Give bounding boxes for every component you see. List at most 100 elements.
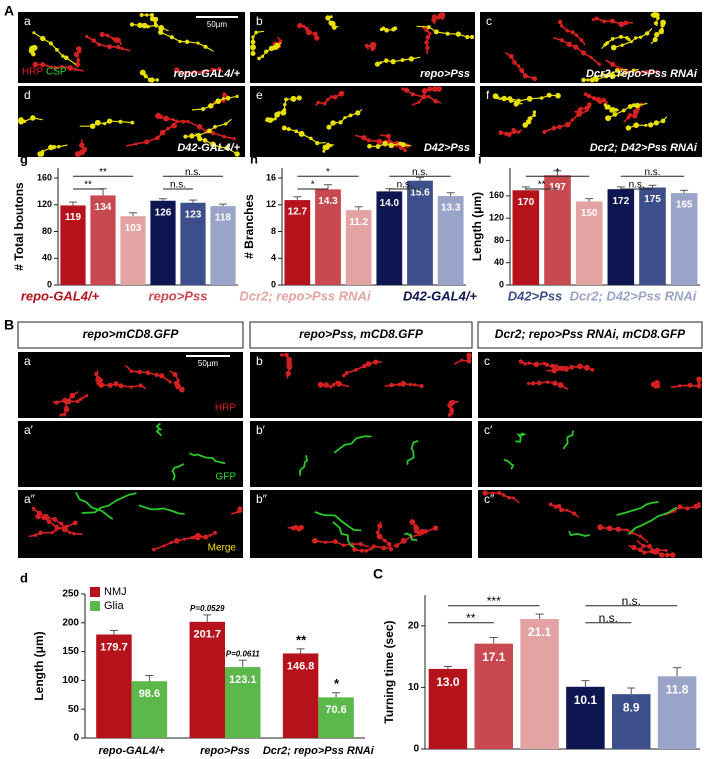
neurite [652,14,659,27]
value-label: 11.8 [666,682,689,696]
annotation: ** [296,632,307,647]
genotype-label: repo-GAL4/+ [174,68,241,80]
neurite [28,522,76,538]
stain-label: HRP [22,67,43,78]
column-header: repo>mCD8.GFP [83,327,180,341]
x-tick-label: Dcr2; repo>Pss RNAi [263,745,375,757]
scale-label: 50µm [207,20,228,29]
neurite [171,463,184,481]
neurite [184,119,232,138]
image-letter: a [24,354,31,368]
neurite [587,68,639,81]
y-tick-label: 50 [68,704,80,715]
bar [282,653,319,738]
bar [318,697,354,738]
bar [96,634,132,738]
image-letter: c″ [484,492,495,506]
y-axis-label: Length (μm) [470,192,484,261]
y-axis-label: Length (μm) [32,631,46,700]
micrograph [18,352,243,418]
y-tick-label: 0 [499,279,504,289]
value-label: 103 [125,223,142,234]
header-box [477,321,703,349]
bar [607,189,635,285]
bar [657,676,697,749]
value-label: 14.0 [380,198,400,209]
neurite [155,423,163,436]
value-label: 8.9 [623,700,640,714]
value-label: 10.1 [574,693,598,707]
legend-label: D42>Pss [508,288,563,303]
y-tick-label: 160 [37,172,52,182]
image-letter: d [24,88,31,102]
neurite [191,95,238,111]
neurite [628,506,677,535]
y-tick-label: 4 [271,253,276,263]
panel-label: d [20,570,28,585]
value-label: 13.3 [441,203,461,214]
neurite [160,31,214,52]
neurite [30,46,36,56]
x-tick-label: repo>Pss [200,745,250,757]
neurite [328,109,363,128]
neurite [605,59,658,74]
micrograph [250,86,475,157]
neurite [189,452,226,465]
scale-label: 50µm [198,359,219,368]
neurite [343,361,383,377]
x-tick-label: repo-GAL4/+ [99,745,166,757]
y-tick-label: 0 [413,744,419,755]
stain-label: CSP [46,67,67,78]
neurite [433,14,445,25]
micrograph [478,490,702,558]
genotype-label: Dcr2; D42>Pss RNAi [590,142,698,154]
significance-label: * [311,180,315,191]
bar [150,200,176,285]
micrograph [478,352,702,418]
neurite [498,94,559,102]
neurite [524,111,535,128]
neurite [520,360,558,370]
neurite [314,540,370,548]
value-label: 146.8 [287,660,315,672]
neurite [568,530,590,537]
image-letter: e [256,88,263,102]
value-label: 118 [215,213,232,224]
neurite [499,128,522,136]
panel-label: A [4,3,14,19]
value-label: 175 [644,194,661,205]
neurite [353,545,391,552]
neurite [282,97,300,115]
neurite [34,63,84,72]
significance-label: * [326,167,330,178]
neurite [126,124,175,147]
neurite [138,504,185,515]
y-tick-label: 160 [489,190,504,200]
bar [512,190,540,285]
micrograph [250,12,475,83]
significance-label: n.s. [412,167,428,178]
neurite [37,515,83,535]
image-letter: a′ [24,423,34,437]
neurite [231,508,241,515]
significance-label: n.s. [599,611,618,625]
neurite [323,143,335,152]
bar [210,206,236,285]
bar [284,200,311,285]
y-tick-label: 12 [266,199,276,209]
neurite [175,68,224,75]
neurite [332,521,355,548]
significance-label: ** [99,167,107,178]
value-label: 172 [612,196,629,207]
significance-label: n.s. [397,180,413,191]
neurite [169,370,183,391]
neurite [416,25,473,38]
genotype-label: D42>Pss [424,142,470,154]
image-letter: b [256,354,263,368]
legend-swatch [90,601,100,611]
neurite [319,380,350,388]
panel-label: B [4,317,14,333]
header-box [17,321,244,349]
neurite [327,16,339,29]
